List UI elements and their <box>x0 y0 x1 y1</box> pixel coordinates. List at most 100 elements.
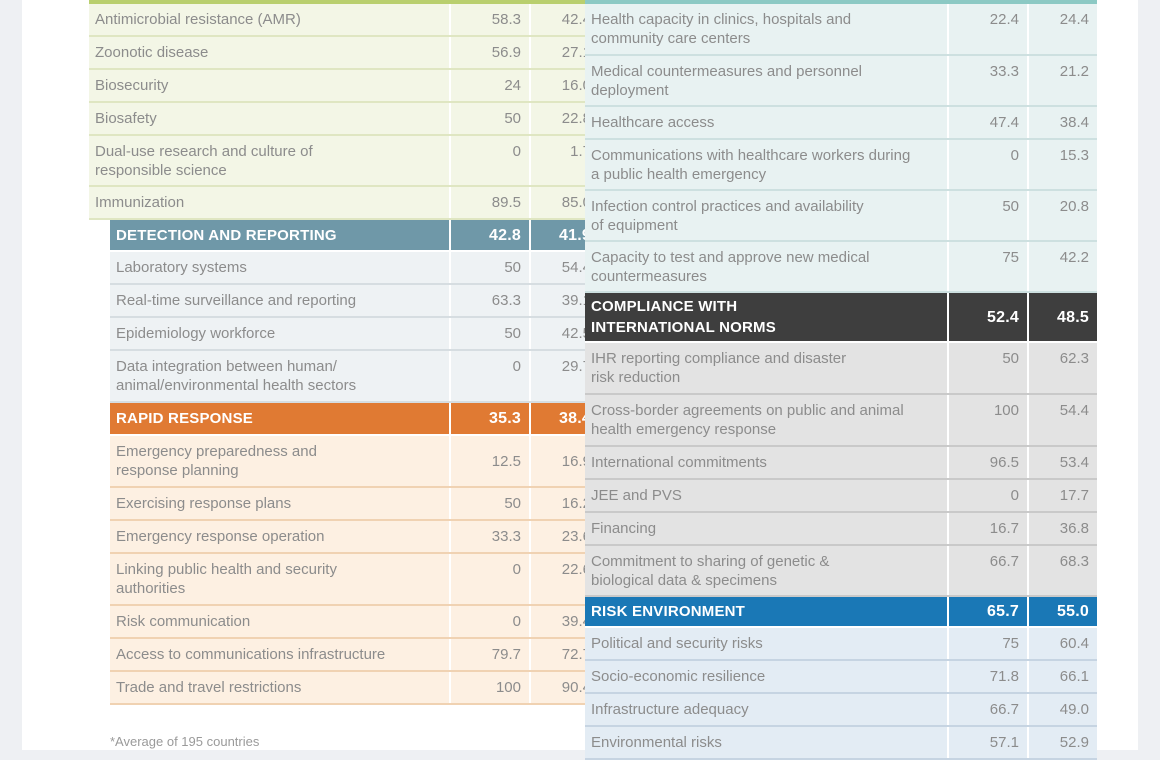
section-header-detection: DETECTION AND REPORTING 42.8 41.9 <box>110 220 599 252</box>
table-row: Health capacity in clinics, hospitals an… <box>585 4 1097 56</box>
rapid-response-rows: Emergency preparedness and response plan… <box>110 436 599 705</box>
right-column: Health capacity in clinics, hospitals an… <box>585 0 1097 760</box>
row-country-score: 58.3 <box>449 4 529 35</box>
row-country-score: 71.8 <box>947 661 1027 692</box>
section-top-rule <box>89 0 599 4</box>
row-label: Biosecurity <box>95 77 169 94</box>
table-row: Cross-border agreements on public and an… <box>585 395 1097 447</box>
row-average-score: 29.7 <box>529 351 599 401</box>
row-average-score: 54.4 <box>1027 395 1097 445</box>
table-row: Environmental risks 57.1 52.9 <box>585 727 1097 760</box>
row-label: Linking public health and security autho… <box>116 561 337 597</box>
row-label: Cross-border agreements on public and an… <box>591 402 904 438</box>
row-country-score: 12.5 <box>449 436 529 486</box>
row-average-score: 24.4 <box>1027 4 1097 54</box>
row-label: Healthcare access <box>591 114 715 131</box>
table-row: International commitments 96.5 53.4 <box>585 447 1097 480</box>
row-country-score: 63.3 <box>449 285 529 316</box>
row-label: Access to communications infrastructure <box>116 646 386 663</box>
table-row: Communications with healthcare workers d… <box>585 140 1097 191</box>
section-average-score: 48.5 <box>1027 293 1097 341</box>
section-header-compliance: COMPLIANCE WITH INTERNATIONAL NORMS 52.4… <box>585 293 1097 343</box>
row-average-score: 85.0 <box>529 187 599 218</box>
table-row: Antimicrobial resistance (AMR) 58.3 42.4 <box>89 4 599 37</box>
row-average-score: 39.4 <box>529 606 599 637</box>
row-label: Infrastructure adequacy <box>591 701 749 718</box>
row-average-score: 42.2 <box>1027 242 1097 291</box>
section-average-score: 38.4 <box>529 403 599 434</box>
row-average-score: 16.2 <box>529 488 599 519</box>
table-row: Epidemiology workforce 50 42.5 <box>110 318 599 351</box>
table-row: IHR reporting compliance and disaster ri… <box>585 343 1097 395</box>
row-label: Data integration between human/ animal/e… <box>116 358 357 394</box>
row-country-score: 50 <box>449 488 529 519</box>
section-country-score: 42.8 <box>449 220 529 250</box>
row-label: Epidemiology workforce <box>116 325 276 342</box>
row-average-score: 52.9 <box>1027 727 1097 758</box>
row-country-score: 89.5 <box>449 187 529 218</box>
health-system-rows: Health capacity in clinics, hospitals an… <box>585 4 1097 293</box>
row-label: Exercising response plans <box>116 495 292 512</box>
table-row: Political and security risks 75 60.4 <box>585 628 1097 661</box>
section-country-score: 35.3 <box>449 403 529 434</box>
row-label: Laboratory systems <box>116 259 247 276</box>
row-country-score: 0 <box>947 480 1027 511</box>
table-row: Trade and travel restrictions 100 90.4 <box>110 672 599 705</box>
row-average-score: 62.3 <box>1027 343 1097 393</box>
row-country-score: 66.7 <box>947 546 1027 595</box>
row-country-score: 16.7 <box>947 513 1027 544</box>
row-label: Political and security risks <box>591 635 763 652</box>
row-country-score: 33.3 <box>947 56 1027 105</box>
section-title: COMPLIANCE WITH INTERNATIONAL NORMS <box>591 298 776 336</box>
table-row: Laboratory systems 50 54.4 <box>110 252 599 285</box>
footnote: *Average of 195 countries <box>110 734 260 749</box>
row-country-score: 100 <box>947 395 1027 445</box>
row-country-score: 79.7 <box>449 639 529 670</box>
row-country-score: 96.5 <box>947 447 1027 478</box>
detection-rows: Laboratory systems 50 54.4 Real-time sur… <box>110 252 599 403</box>
row-country-score: 33.3 <box>449 521 529 552</box>
row-label: Trade and travel restrictions <box>116 679 302 696</box>
row-average-score: 42.4 <box>529 4 599 35</box>
section-top-rule <box>585 0 1097 4</box>
row-country-score: 50 <box>947 343 1027 393</box>
section-average-score: 41.9 <box>529 220 599 250</box>
table-row: Biosafety 50 22.8 <box>89 103 599 136</box>
row-label: Socio-economic resilience <box>591 668 766 685</box>
row-label: Commitment to sharing of genetic & biolo… <box>591 552 830 589</box>
row-country-score: 0 <box>449 351 529 401</box>
row-average-score: 22.6 <box>529 554 599 604</box>
row-label: Financing <box>591 520 657 537</box>
table-row: Linking public health and security autho… <box>110 554 599 606</box>
row-average-score: 68.3 <box>1027 546 1097 595</box>
row-country-score: 57.1 <box>947 727 1027 758</box>
section-country-score: 52.4 <box>947 293 1027 341</box>
table-row: Zoonotic disease 56.9 27.1 <box>89 37 599 70</box>
row-label: Communications with healthcare workers d… <box>591 146 911 183</box>
row-average-score: 17.7 <box>1027 480 1097 511</box>
row-label: Health capacity in clinics, hospitals an… <box>591 11 852 47</box>
row-label: Risk communication <box>116 613 251 630</box>
table-row: Medical countermeasures and personnel de… <box>585 56 1097 107</box>
row-label: JEE and PVS <box>591 487 682 504</box>
row-average-score: 42.5 <box>529 318 599 349</box>
row-country-score: 22.4 <box>947 4 1027 54</box>
compliance-rows: IHR reporting compliance and disaster ri… <box>585 343 1097 597</box>
row-country-score: 0 <box>449 554 529 604</box>
row-label: Capacity to test and approve new medical… <box>591 248 870 285</box>
prevention-rows: Antimicrobial resistance (AMR) 58.3 42.4… <box>89 4 599 220</box>
table-row: Immunization 89.5 85.0 <box>89 187 599 220</box>
row-label: International commitments <box>591 454 767 471</box>
row-label: Emergency preparedness and response plan… <box>116 443 317 479</box>
section-title: DETECTION AND REPORTING <box>116 226 337 244</box>
row-average-score: 20.8 <box>1027 191 1097 240</box>
table-row: Data integration between human/ animal/e… <box>110 351 599 403</box>
report-page: Antimicrobial resistance (AMR) 58.3 42.4… <box>22 0 1138 760</box>
row-average-score: 60.4 <box>1027 628 1097 659</box>
row-average-score: 36.8 <box>1027 513 1097 544</box>
table-row: Real-time surveillance and reporting 63.… <box>110 285 599 318</box>
row-country-score: 75 <box>947 242 1027 291</box>
row-average-score: 72.7 <box>529 639 599 670</box>
section-title: RISK ENVIRONMENT <box>591 603 746 620</box>
table-row: Infection control practices and availabi… <box>585 191 1097 242</box>
